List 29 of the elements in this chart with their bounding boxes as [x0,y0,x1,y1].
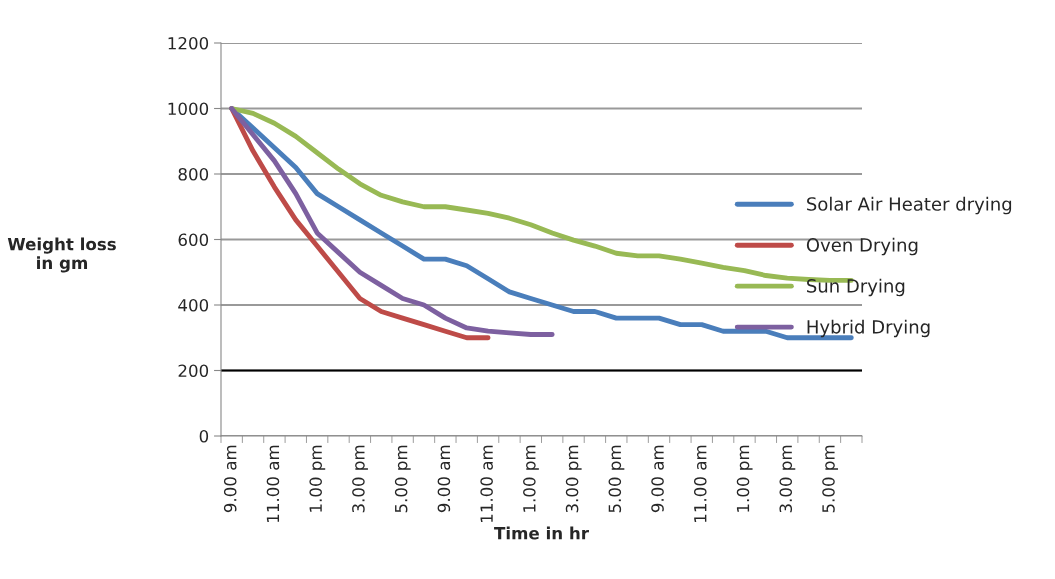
x-tick-label: 5.00 pm [394,445,411,513]
x-tick-label: 5.00 pm [822,445,839,513]
x-tick-label: 1.00 pm [309,445,326,512]
y-tick-label: 800 [178,167,209,181]
x-tick-label: 3.00 pm [352,445,368,513]
x-tick-label: 5.00 pm [608,445,625,513]
y-axis-title: Weight loss in gm [7,237,116,273]
x-tick-label: 1.00 pm [523,445,539,512]
legend-label: Sun Drying [807,278,905,297]
legend-label: Hybrid Drying [807,319,930,338]
legend-label: Oven Drying [806,237,918,256]
y-tick-label: 200 [178,364,209,378]
x-tick-label: 9.00 am [437,445,451,513]
x-tick-label: 9.00 am [223,445,237,513]
x-tick-label: 3.00 pm [565,445,582,513]
y-tick-label: 0 [199,429,209,443]
x-tick-label: 1.00 pm [736,445,753,512]
y-tick-label: 1000 [168,102,209,116]
x-tick-label: 9.00 am [651,445,664,513]
x-axis-title: Time in hr [494,526,589,540]
x-tick-label: 11.00 am [266,445,280,522]
y-tick-label: 1200 [168,36,209,50]
legend-label: Solar Air Heater drying [807,196,1012,215]
y-tick-label: 400 [178,298,209,312]
line-series [229,106,555,337]
x-tick-label: 3.00 pm [779,445,796,513]
x-tick-label: 11.00 am [693,445,707,522]
y-tick-label: 600 [178,233,209,247]
x-tick-label: 11.00 am [480,445,493,522]
